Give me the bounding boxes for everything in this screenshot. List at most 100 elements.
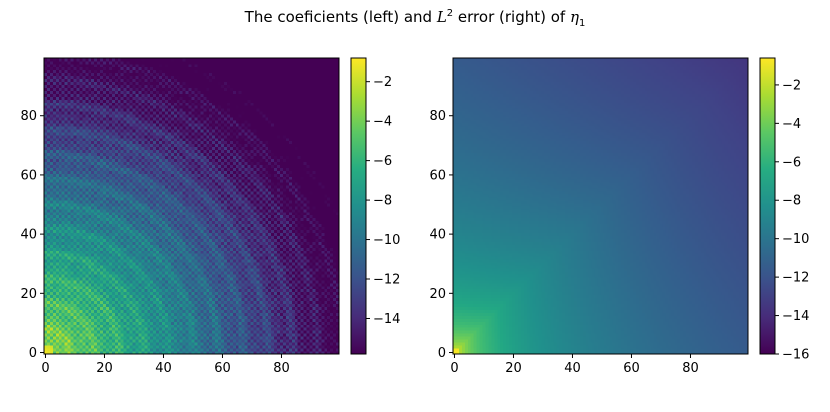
heatmap-cell [74,215,77,218]
heatmap-cell [62,342,65,345]
heatmap-cell [327,280,330,283]
heatmap-cell [327,324,330,327]
heatmap-cell [315,218,318,221]
heatmap-cell [71,256,74,259]
heatmap-cell [88,342,91,345]
heatmap-cell [91,321,94,324]
heatmap-cell [71,304,74,307]
heatmap-cell [112,339,115,342]
heatmap-cell [292,259,295,262]
heatmap-cell [197,345,200,348]
heatmap-cell [262,339,265,342]
heatmap-cell [62,239,65,242]
heatmap-cell [194,250,197,253]
heatmap-cell [56,286,59,289]
heatmap-cell [203,221,206,224]
heatmap-cell [109,224,112,227]
heatmap-cell [88,339,91,342]
heatmap-cell [103,348,106,351]
heatmap-cell [100,298,103,301]
heatmap-cell [79,259,82,262]
heatmap-cell [280,230,283,233]
heatmap-cell [71,242,74,245]
heatmap-cell [94,336,97,339]
heatmap-cell [236,221,239,224]
heatmap-cell [227,313,230,316]
heatmap-cell [301,342,304,345]
heatmap-cell [301,215,304,218]
heatmap-cell [94,345,97,348]
heatmap-cell [189,316,192,319]
heatmap-cell [327,262,330,265]
heatmap-cell [221,307,224,310]
heatmap-cell [47,209,50,212]
heatmap-cell [174,283,177,286]
heatmap-cell [200,227,203,230]
heatmap-cell [283,301,286,304]
heatmap-cell [85,253,88,256]
heatmap-cell [218,271,221,274]
heatmap-cell [298,242,301,245]
heatmap-cell [194,336,197,339]
heatmap-cell [256,242,259,245]
heatmap-cell [62,304,65,307]
heatmap-cell [298,336,301,339]
heatmap-cell [56,304,59,307]
heatmap-cell [82,307,85,310]
heatmap-cell [183,342,186,345]
heatmap-cell [200,348,203,351]
heatmap-cell [256,316,259,319]
heatmap-cell [168,218,171,221]
heatmap-cell [236,342,239,345]
heatmap-cell [79,339,82,342]
heatmap-cell [138,345,141,348]
heatmap-cell [333,256,336,259]
heatmap-cell [292,209,295,212]
heatmap-cell [233,298,236,301]
heatmap-cell [192,298,195,301]
heatmap-cell [130,324,133,327]
heatmap-cell [327,242,330,245]
heatmap-cell [295,262,298,265]
heatmap-cell [253,348,256,351]
heatmap-cell [197,295,200,298]
heatmap-cell [330,292,333,295]
heatmap-cell [74,318,77,321]
heatmap-cell [307,348,310,351]
heatmap-cell [115,330,118,333]
heatmap-cell [233,221,236,224]
heatmap-cell [262,277,265,280]
heatmap-cell [97,259,100,262]
heatmap-cell [91,247,94,250]
heatmap-cell [227,250,230,253]
heatmap-cell [183,224,186,227]
heatmap-cell [307,298,310,301]
heatmap-cell [192,239,195,242]
heatmap-cell [197,292,200,295]
heatmap-cell [304,230,307,233]
heatmap-cell [133,244,136,247]
heatmap-cell [53,215,56,218]
heatmap-cell [245,274,248,277]
heatmap-cell [227,259,230,262]
heatmap-cell [180,324,183,327]
heatmap-cell [138,307,141,310]
heatmap-cell [94,292,97,295]
heatmap-cell [318,289,321,292]
heatmap-cell [76,283,79,286]
heatmap-cell [115,242,118,245]
heatmap-cell [212,339,215,342]
heatmap-cell [171,212,174,215]
heatmap-cell [124,274,127,277]
heatmap-cell [224,218,227,221]
heatmap-cell [85,215,88,218]
heatmap-cell [82,244,85,247]
heatmap-cell [79,333,82,336]
heatmap-cell [194,209,197,212]
heatmap-cell [106,318,109,321]
heatmap-cell [165,259,168,262]
heatmap-cell [318,345,321,348]
heatmap-cell [118,321,121,324]
heatmap-cell [301,283,304,286]
heatmap-cell [106,298,109,301]
